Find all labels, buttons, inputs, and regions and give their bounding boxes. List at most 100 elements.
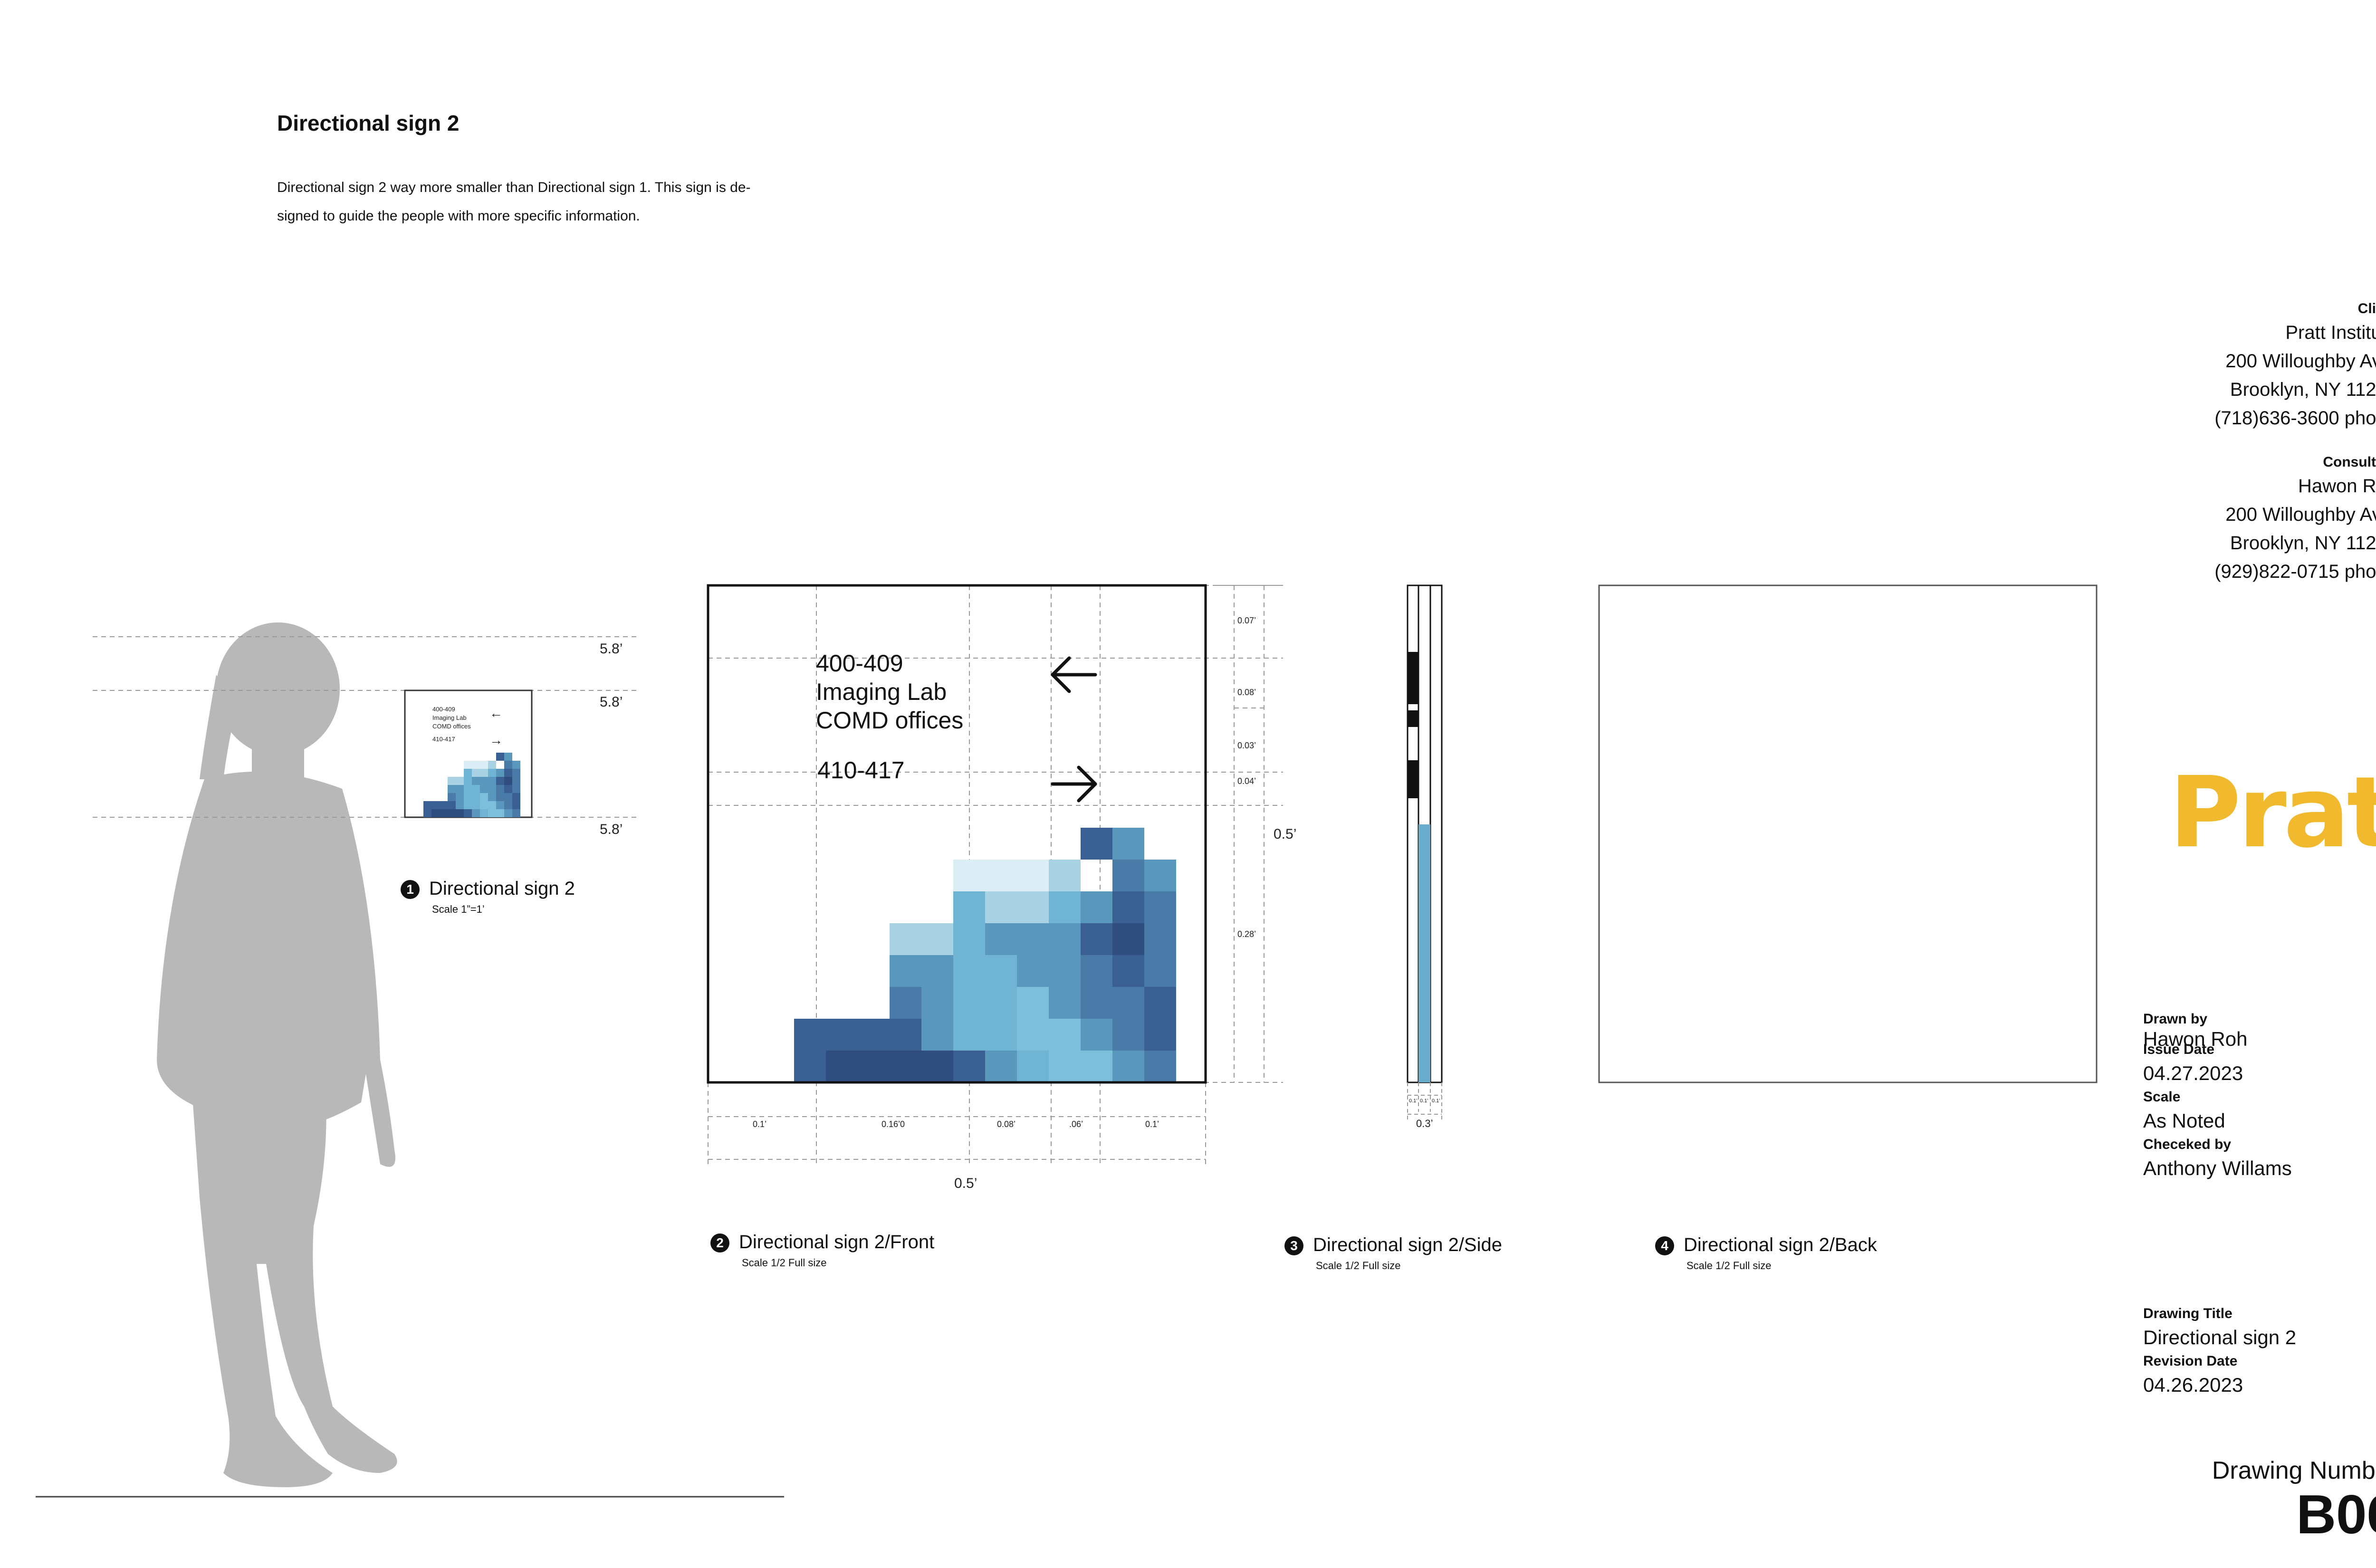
mosaic-tile [504,785,512,793]
mosaic-tile [1017,860,1049,891]
mosaic-tile [1112,955,1144,987]
mosaic-tile [464,801,472,809]
caption-3-title: Directional sign 2/Side [1313,1234,1502,1255]
revision-date-value: 04.26.2023 [2143,1374,2243,1396]
mosaic-tile [496,769,504,777]
mosaic-tile [512,809,520,817]
mosaic-tile [496,777,504,785]
drawing-title-value: Directional sign 2 [2143,1326,2297,1348]
description-line-1: Directional sign 2 way more smaller than… [277,180,751,195]
mosaic-tile [488,761,496,769]
mosaic-tile [472,761,480,769]
consultant-address-2: Brooklyn, NY 11205 [2230,533,2376,554]
mosaic-tile [480,777,488,785]
mosaic-tile [480,785,488,793]
thumb-line-3: COMD offices [432,723,471,730]
mosaic-tile [472,793,480,801]
client-address-1: 200 Willoughby Ave, [2225,351,2376,372]
front-dim-bottom-1: 0.1’ [753,1119,766,1129]
mosaic-tile [953,923,985,955]
height-label-top: 5.8’ [600,641,623,657]
mosaic-tile [472,785,480,793]
mosaic-tile [456,785,464,793]
scale-value: As Noted [2143,1109,2225,1132]
mosaic-tile [1112,891,1144,923]
mosaic-tile [488,793,496,801]
mosaic-tile [472,801,480,809]
mosaic-tile [496,753,504,761]
thumb-line-2: Imaging Lab [432,714,467,721]
mosaic-tile [488,785,496,793]
mosaic-tile [488,801,496,809]
mosaic-tile [1144,1051,1176,1082]
mosaic-tile [826,1051,858,1082]
front-view: 400-409 Imaging Lab COMD offices 410-417… [707,584,1296,1191]
drawn-by-value: Hawon Roh [2143,1028,2248,1050]
mosaic-tile [890,1019,921,1051]
side-dim-3: 0.1’ [1432,1098,1440,1104]
mosaic-tile [464,809,472,817]
front-dim-bottom-total: 0.5’ [954,1176,977,1191]
mosaic-tile [1081,923,1112,955]
mosaic-tile [1017,923,1049,955]
thumb-arrow-left-icon: ← [489,706,503,720]
side-view: 0.1’ 0.1’ 0.1’ 0.3’ [1407,584,1443,1129]
mosaic-tile [1144,860,1176,891]
mosaic-tile [921,1019,953,1051]
mosaic-tile [985,891,1017,923]
checked-by-value: Anthony Willams [2143,1157,2292,1179]
mosaic-tile [488,809,496,817]
mosaic-tile [480,809,488,817]
front-dim-right-5: 0.28’ [1237,929,1256,939]
drawing-number: B06 [2296,1483,2376,1545]
title-block: Drawn by Hawon Roh Issue Date 04.27.2023… [2143,1010,2292,1183]
front-dim-right-total: 0.5’ [1274,826,1296,842]
mosaic-tile [448,809,456,817]
mosaic-tile [448,801,456,809]
front-dim-right-1: 0.07’ [1237,616,1256,625]
mosaic-tile [1081,955,1112,987]
caption-1-title: Directional sign 2 [429,878,575,899]
mosaic-tile [464,785,472,793]
mosaic-tile [504,801,512,809]
scale-label: Scale [2143,1089,2181,1105]
mosaic-tile [512,761,520,769]
mosaic-tile [1017,891,1049,923]
sign-thumbnail: 400-409 Imaging Lab COMD offices 410-417… [404,689,533,818]
mosaic-tile [456,809,464,817]
mosaic-tile [512,769,520,777]
mosaic-tile [953,860,985,891]
consultant-name: Hawon Roh [2298,476,2376,497]
page-description: Directional sign 2 way more smaller than… [277,173,838,230]
mosaic-tile [921,955,953,987]
mosaic-tile [1017,987,1049,1019]
mosaic-tile [794,1051,826,1082]
checked-by-label: Checeked by [2143,1137,2232,1152]
mosaic-tile [480,761,488,769]
caption-2-scale: Scale 1/2 Full size [742,1257,827,1269]
caption-1: 1 Directional sign 2 Scale 1”=1’ [401,878,575,916]
mosaic-tile [480,801,488,809]
mosaic-tile [1144,923,1176,955]
mosaic-tile [1144,987,1176,1019]
mosaic-tile [512,785,520,793]
caption-3-scale: Scale 1/2 Full size [1316,1260,1401,1272]
mosaic-tile [448,785,456,793]
mosaic-tile [431,809,440,817]
mosaic-tile [1081,891,1112,923]
mosaic-tile [1112,860,1144,891]
mosaic-tile [456,793,464,801]
mosaic-tile [1144,955,1176,987]
front-dim-bottom-4: .06’ [1069,1119,1083,1129]
mosaic-tile [488,769,496,777]
mosaic-tile [464,777,472,785]
mosaic-tile [953,1051,985,1082]
mosaic-tile [953,987,985,1019]
mosaic-tile [512,801,520,809]
mosaic-tile [890,987,921,1019]
mosaic-tile [504,777,512,785]
mosaic-tile [423,809,431,817]
thumb-mosaic [423,753,520,817]
mosaic-tile [464,769,472,777]
